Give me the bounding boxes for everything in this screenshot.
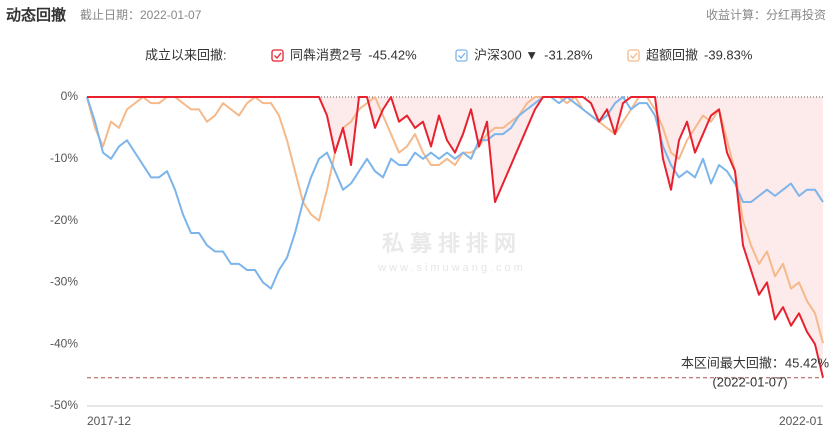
y-tick-label: -10%: [50, 151, 78, 165]
legend-value: -31.28%: [544, 47, 593, 62]
series-line: [87, 96, 824, 378]
legend-check: [630, 52, 638, 59]
annotation-date: (2022-01-07): [712, 374, 787, 389]
series-line: [86, 96, 824, 344]
y-tick-label: 0%: [61, 89, 79, 103]
x-tick-label: 2017-12: [87, 414, 131, 428]
legend-checkbox: [455, 49, 468, 62]
legend-title: 成立以来回撤:: [145, 47, 227, 62]
legend-name: 超额回撤: [646, 47, 698, 62]
watermark: 私募排排网: [382, 231, 522, 256]
y-tick-label: -30%: [50, 275, 78, 289]
legend-checkbox: [271, 49, 284, 62]
date-label: 截止日期：2022-01-07: [80, 8, 202, 22]
legend-value: -45.42%: [368, 47, 417, 62]
legend-name: 同犇消费2号: [290, 47, 362, 62]
watermark-url: www.simuwang.com: [377, 262, 526, 274]
y-tick-label: -50%: [50, 398, 78, 412]
legend-check: [458, 52, 466, 59]
y-tick-label: -20%: [50, 213, 78, 227]
legend-name: 沪深300 ▼: [474, 47, 538, 62]
drawdown-area: [87, 97, 823, 378]
annotation-text: 本区间最大回撤：45.42%: [681, 355, 830, 370]
y-tick-label: -40%: [50, 336, 78, 350]
x-tick-label: 2022-01: [779, 414, 823, 428]
legend-value: -39.83%: [704, 47, 753, 62]
series-line: [86, 96, 824, 290]
legend-checkbox: [627, 49, 640, 62]
legend-check: [274, 52, 282, 59]
page-title: 动态回撤: [6, 6, 66, 24]
calc-note: 收益计算：分红再投资: [706, 7, 826, 22]
